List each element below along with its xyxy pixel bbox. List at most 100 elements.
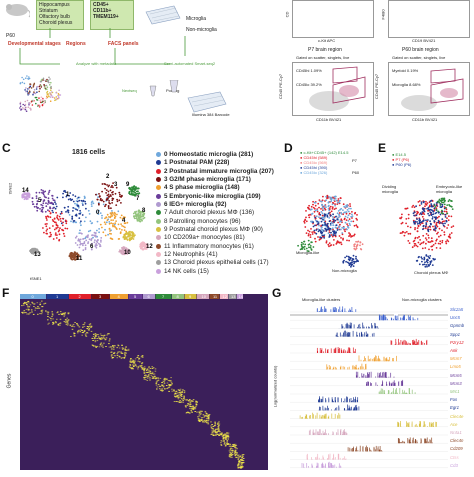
scatter-point: [120, 252, 123, 255]
scatter-point: [110, 207, 112, 210]
scatter-point: [25, 110, 28, 112]
heatmap-cell: [86, 328, 88, 329]
scatter-point: [19, 105, 22, 108]
scatter-point: [331, 222, 334, 225]
scatter-point: [441, 239, 444, 242]
heatmap-cell: [107, 333, 109, 335]
scatter-point: [140, 242, 142, 245]
scatter-point: [56, 217, 59, 220]
scatter-point: [303, 248, 306, 250]
scatter-point: [107, 206, 110, 208]
scatter-point: [331, 207, 334, 210]
scatter-point: [448, 199, 451, 201]
scatter-point: [112, 213, 114, 215]
heatmap-cell: [165, 378, 167, 380]
heatmap-cell: [236, 452, 238, 454]
scatter-point: [57, 96, 60, 98]
scatter-point: [24, 108, 27, 111]
legend-text: 10 CD209a+ monocytes (81): [164, 234, 245, 242]
heatmap-cell: [239, 455, 242, 457]
heatmap-cell: [143, 372, 146, 374]
scatter-point: [333, 239, 335, 241]
heatmap-cell: [145, 371, 148, 373]
scatter-point: [426, 259, 428, 261]
heatmap-cell: [211, 431, 214, 433]
scatter-point: [438, 201, 441, 204]
scatter-point: [449, 233, 451, 236]
scatter-point: [27, 92, 30, 94]
heatmap-cell: [23, 310, 26, 312]
scatter-point: [72, 207, 75, 209]
heatmap-cell: [238, 454, 240, 456]
heatmap-cell: [146, 380, 149, 381]
scatter-point: [429, 255, 432, 257]
scatter-point: [429, 228, 432, 231]
heatmap-cell: [217, 425, 219, 427]
heatmap-cell: [190, 404, 192, 406]
scatter-point: [309, 236, 312, 238]
scatter-point: [437, 221, 440, 224]
heatmap-cell: [166, 382, 169, 384]
heatmap-cell: [225, 444, 227, 446]
scatter-point: [61, 217, 64, 220]
heatmap-cell: [177, 397, 179, 399]
scatter-point: [450, 226, 453, 228]
heatmap-cell: [26, 305, 29, 307]
mouse-icon: [4, 0, 31, 18]
scatter-point: [81, 202, 84, 205]
scatter-point: [345, 206, 347, 209]
scatter-point: [42, 192, 45, 195]
heatmap-cell: [27, 306, 29, 308]
scatter-point: [50, 89, 52, 91]
scatter-point: [401, 232, 403, 234]
scatter-point: [79, 209, 81, 212]
gene-label: Spp1: [450, 331, 461, 337]
heatmap-cell: [92, 336, 95, 337]
scatter-point: [85, 239, 88, 242]
scatter-point: [146, 244, 149, 247]
scatter-point: [350, 261, 352, 264]
heatmap-cell: [34, 303, 36, 305]
scatter-point: [26, 75, 28, 77]
scatter-point: [312, 206, 315, 209]
scatter-point: [359, 244, 361, 247]
scatter-point: [428, 214, 431, 217]
heatmap-cell: [91, 344, 94, 346]
scatter-point: [105, 203, 107, 206]
scatter-point: [309, 246, 312, 249]
scatter-point: [88, 213, 91, 215]
heatmap-cell: [100, 345, 103, 347]
heatmap-cell: [198, 420, 200, 422]
scatter-point: [138, 216, 140, 218]
scatter-point: [332, 224, 335, 227]
scatter-point: [134, 186, 137, 189]
scatter-point: [418, 219, 421, 221]
scatter-point: [58, 89, 60, 92]
scatter-point: [132, 212, 135, 215]
heatmap-cell: [240, 463, 243, 465]
scatter-point: [330, 200, 333, 203]
scatter-point: [329, 214, 332, 217]
scatter-point: [46, 95, 48, 98]
heatmap-cell: [94, 340, 97, 342]
heatmap-cell: [90, 326, 93, 328]
heatmap-cell: [112, 347, 115, 349]
heatmap-cell: [196, 411, 198, 413]
scatter-point: [69, 198, 72, 200]
scatter-point: [300, 241, 303, 244]
scatter-point: [308, 204, 310, 207]
scatter-point: [96, 198, 99, 201]
heatmap-segment-bar: [220, 294, 228, 299]
heatmap-cell: [183, 395, 185, 397]
heatmap-cell: [143, 369, 145, 371]
scatter-point: [439, 203, 442, 206]
scatter-point: [315, 232, 318, 235]
heatmap-cell: [177, 396, 180, 398]
scatter-point: [317, 230, 320, 233]
heatmap-cell: [205, 412, 208, 414]
heatmap-cell: [95, 334, 97, 336]
scatter-point: [55, 96, 58, 98]
heatmap-cell: [234, 446, 237, 448]
scatter-point: [420, 213, 423, 216]
heatmap-segment-label: 0: [32, 294, 35, 299]
